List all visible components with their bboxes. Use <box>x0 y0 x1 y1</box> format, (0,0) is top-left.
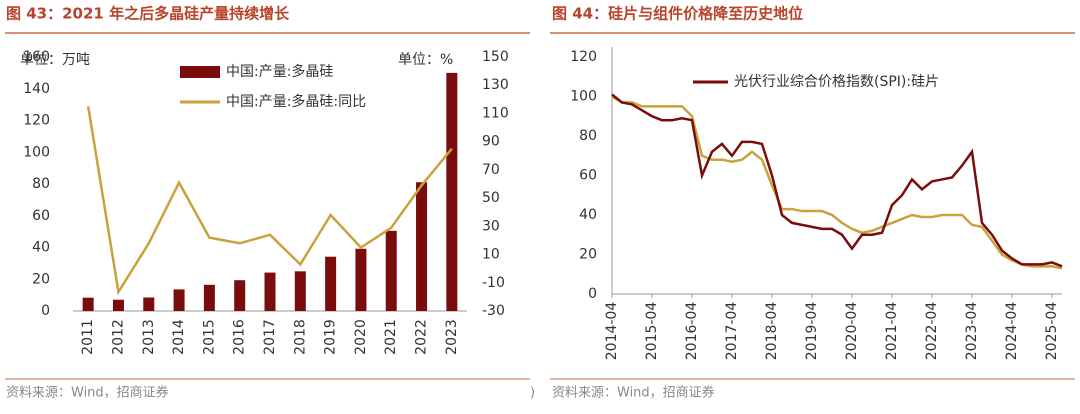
bar <box>294 271 306 311</box>
bar <box>385 230 397 311</box>
y2-tick-label: -10 <box>482 275 505 291</box>
chart-title: 图 44：硅片与组件价格降至历史地位 <box>552 5 803 23</box>
source: 资料来源：Wind，招商证券 <box>552 385 715 401</box>
x-tick-label: 2013 <box>141 319 157 355</box>
y2-tick-label: 70 <box>482 162 500 178</box>
bar <box>112 299 124 311</box>
bar <box>82 297 94 311</box>
y-tick-label: 20 <box>32 271 50 287</box>
x-tick-label: 2017-04 <box>724 302 740 361</box>
x-tick-label: 2018 <box>292 319 308 355</box>
y-tick-label: 100 <box>570 89 597 105</box>
y-tick-label: 140 <box>23 81 50 97</box>
y2-tick-label: 130 <box>482 77 509 93</box>
edge-mark: ) <box>530 386 535 401</box>
y2-unit: 单位：% <box>398 52 453 68</box>
y2-tick-label: -30 <box>482 303 505 319</box>
x-tick-label: 2014 <box>171 319 187 355</box>
y-tick-label: 120 <box>23 113 50 129</box>
y-tick-label: 0 <box>588 286 597 302</box>
legend-label: 中国:产量:多晶硅:同比 <box>226 93 366 110</box>
x-tick-label: 2017 <box>262 319 278 355</box>
line <box>86 106 453 296</box>
x-tick-label: 2022 <box>414 319 430 355</box>
y-tick-label: 40 <box>32 240 50 256</box>
bar <box>264 272 276 311</box>
y-unit: 单位：万吨 <box>20 52 90 68</box>
y2-tick-label: 150 <box>482 49 509 65</box>
y2-tick-label: 30 <box>482 218 500 234</box>
y-tick-label: 120 <box>570 49 597 65</box>
bar <box>355 248 367 311</box>
x-tick-label: 2012 <box>110 319 126 355</box>
y-tick-label: 20 <box>579 247 597 263</box>
y-tick-label: 60 <box>32 208 50 224</box>
bar <box>446 72 458 311</box>
line <box>611 95 1063 270</box>
legend-label: 光伏行业综合价格指数(SPI):硅片 <box>734 74 939 90</box>
x-tick-label: 2025-04 <box>1044 302 1060 361</box>
bar <box>203 284 215 311</box>
legend-swatch <box>180 66 220 78</box>
y-tick-label: 100 <box>23 144 50 160</box>
x-tick-label: 2016 <box>232 319 248 355</box>
y2-tick-label: 110 <box>482 105 509 121</box>
x-tick-label: 2023-04 <box>964 302 980 361</box>
x-tick-label: 2021 <box>383 319 399 355</box>
y-tick-label: 80 <box>32 176 50 192</box>
y2-tick-label: 90 <box>482 134 500 150</box>
x-tick-label: 2015-04 <box>644 302 660 361</box>
bar <box>143 297 155 311</box>
bar <box>325 256 337 311</box>
x-tick-label: 2011 <box>80 319 96 355</box>
x-tick-label: 2021-04 <box>884 302 900 361</box>
x-tick-label: 2023 <box>444 319 460 355</box>
x-tick-label: 2014-04 <box>604 302 620 361</box>
x-tick-label: 2019-04 <box>804 302 820 361</box>
bar <box>173 289 185 311</box>
x-tick-label: 2024-04 <box>1004 302 1020 361</box>
y2-tick-label: 10 <box>482 247 500 263</box>
source: 资料来源：Wind，招商证券 <box>6 385 169 401</box>
x-tick-label: 2018-04 <box>764 302 780 361</box>
y2-tick-label: 50 <box>482 190 500 206</box>
y-tick-label: 60 <box>579 168 597 184</box>
x-tick-label: 2019 <box>323 319 339 355</box>
y-tick-label: 80 <box>579 128 597 144</box>
x-tick-label: 2022-04 <box>924 302 940 361</box>
x-tick-label: 2016-04 <box>684 302 700 361</box>
line <box>611 93 1063 268</box>
x-tick-label: 2015 <box>201 319 217 355</box>
x-tick-label: 2020-04 <box>844 302 860 361</box>
y-tick-label: 0 <box>41 303 50 319</box>
legend-label: 中国:产量:多晶硅 <box>226 63 333 80</box>
x-tick-label: 2020 <box>353 319 369 355</box>
y-tick-label: 160 <box>23 49 50 65</box>
y-tick-label: 40 <box>579 207 597 223</box>
bar <box>234 280 246 311</box>
chart-title: 图 43：2021 年之后多晶硅产量持续增长 <box>6 5 290 23</box>
bar <box>416 182 428 311</box>
